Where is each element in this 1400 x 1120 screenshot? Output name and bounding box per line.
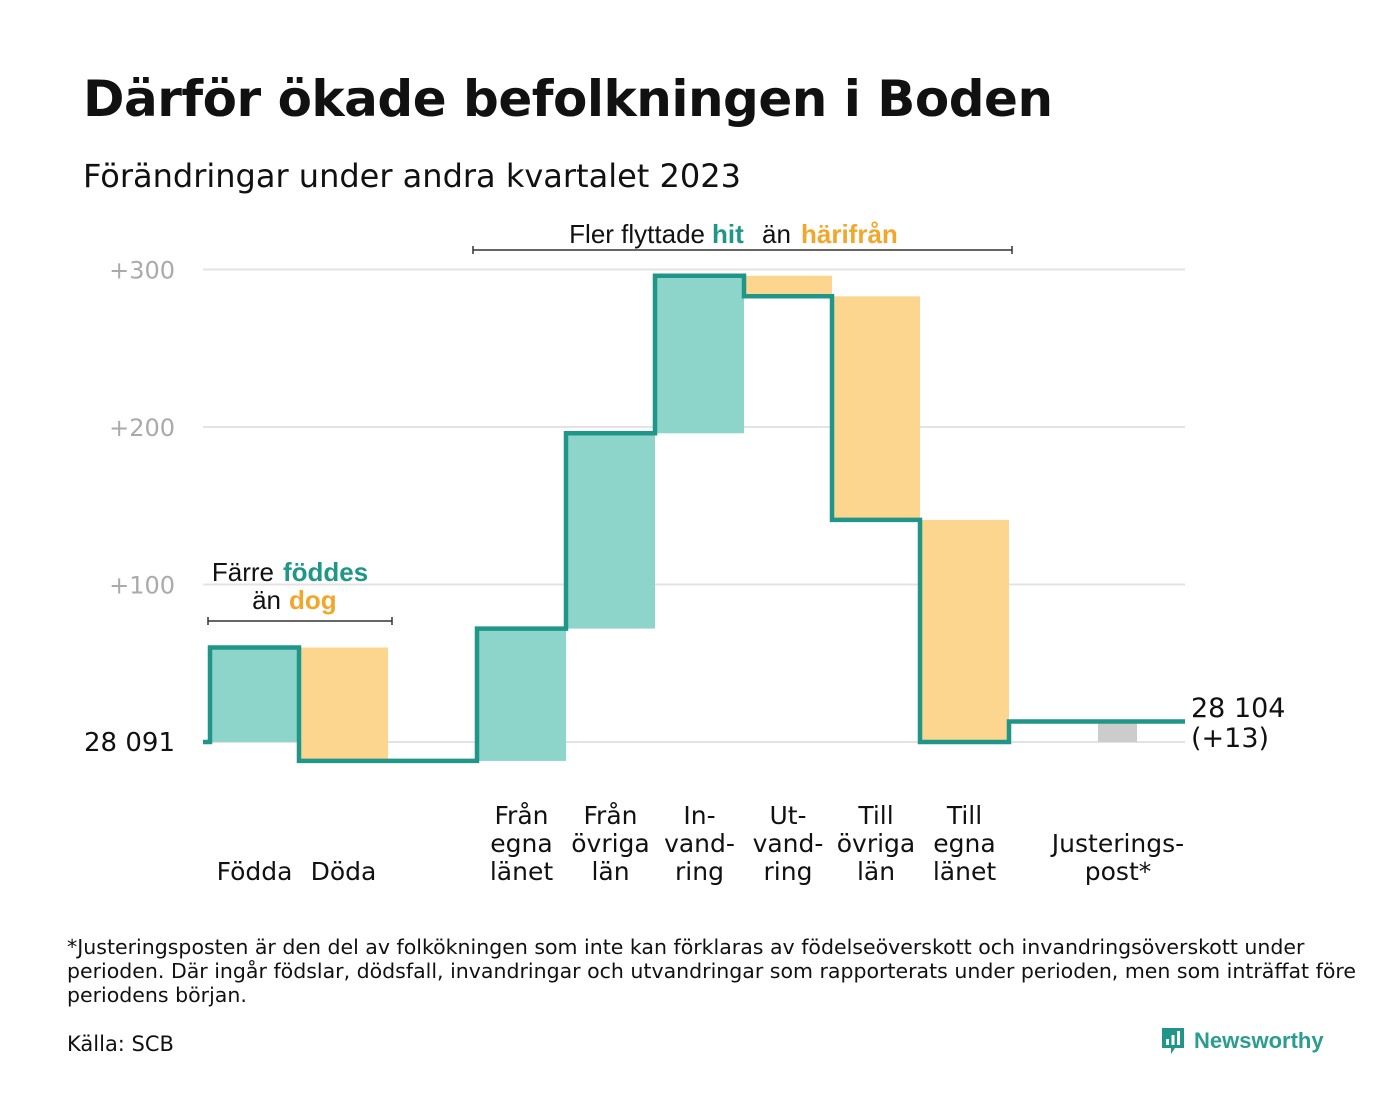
x-category-label: län xyxy=(857,857,895,886)
annotation-word: hit xyxy=(712,219,744,249)
x-category-label: Döda xyxy=(311,857,377,886)
x-category-label: post* xyxy=(1085,857,1152,886)
running-total-line xyxy=(203,273,1185,764)
annotation-word: Färre xyxy=(212,557,274,587)
bar-increase xyxy=(477,628,566,761)
x-category-label: länet xyxy=(490,857,553,886)
x-category-label: egna xyxy=(933,829,995,858)
annotation-migration: Fler flyttade hit än härifrån xyxy=(472,219,1013,254)
x-category-label: ring xyxy=(764,857,813,886)
running-total-step-line xyxy=(203,273,1185,764)
bar-decrease xyxy=(920,519,1009,742)
x-category-label: län xyxy=(591,857,629,886)
x-category-label: länet xyxy=(933,857,996,886)
bar-decrease xyxy=(299,647,388,761)
newsworthy-logo-icon xyxy=(1162,1028,1184,1054)
annotation-word: föddes xyxy=(283,557,368,587)
bars xyxy=(210,275,1137,761)
chart-title: Därför ökade befolkningen i Boden xyxy=(83,70,1053,128)
source-note: Källa: SCB xyxy=(67,1032,174,1056)
footnote: *Justeringsposten är den del av folkökni… xyxy=(67,935,1356,1007)
start-value-label: 28 091 xyxy=(84,728,175,758)
bar-decrease xyxy=(744,275,832,297)
bar-adjustment xyxy=(1098,721,1137,742)
annotation-bracket xyxy=(207,617,393,625)
brand-logo: Newsworthy xyxy=(1160,1026,1324,1056)
y-tick-label: +200 xyxy=(109,414,175,442)
x-category-label: egna xyxy=(490,829,552,858)
x-category-label: Till xyxy=(857,801,893,830)
x-category-label: In- xyxy=(683,801,715,830)
annotation-word: Fler flyttade xyxy=(569,219,705,249)
x-category-label: Till xyxy=(946,801,982,830)
x-category-label: övriga xyxy=(571,829,650,858)
end-value-label: 28 104 xyxy=(1191,693,1285,724)
x-category-label: Från xyxy=(494,801,548,830)
y-tick-label: +100 xyxy=(109,572,175,600)
annotation-word: än xyxy=(762,219,791,249)
bar-decrease xyxy=(832,296,920,520)
annotation-word: dog xyxy=(289,585,337,615)
x-category-label: vand- xyxy=(664,829,735,858)
x-category-label: övriga xyxy=(837,829,916,858)
annotation-word: än xyxy=(252,585,281,615)
annotation-bracket xyxy=(472,246,1013,254)
brand-name: Newsworthy xyxy=(1194,1028,1324,1053)
x-category-label: vand- xyxy=(753,829,824,858)
x-category-label: ring xyxy=(675,857,724,886)
y-tick-label: +300 xyxy=(109,257,175,285)
bar-increase xyxy=(655,275,744,434)
annotation-word: härifrån xyxy=(801,219,898,249)
bar-increase xyxy=(566,433,655,629)
chart-subtitle: Förändringar under andra kvartalet 2023 xyxy=(83,157,741,195)
x-category-label: Ut- xyxy=(769,801,806,830)
x-category-label: Från xyxy=(583,801,637,830)
x-category-label: Födda xyxy=(217,857,293,886)
x-category-label: Justerings- xyxy=(1050,829,1184,858)
end-change-label: (+13) xyxy=(1191,723,1269,754)
bar-increase xyxy=(210,647,299,742)
